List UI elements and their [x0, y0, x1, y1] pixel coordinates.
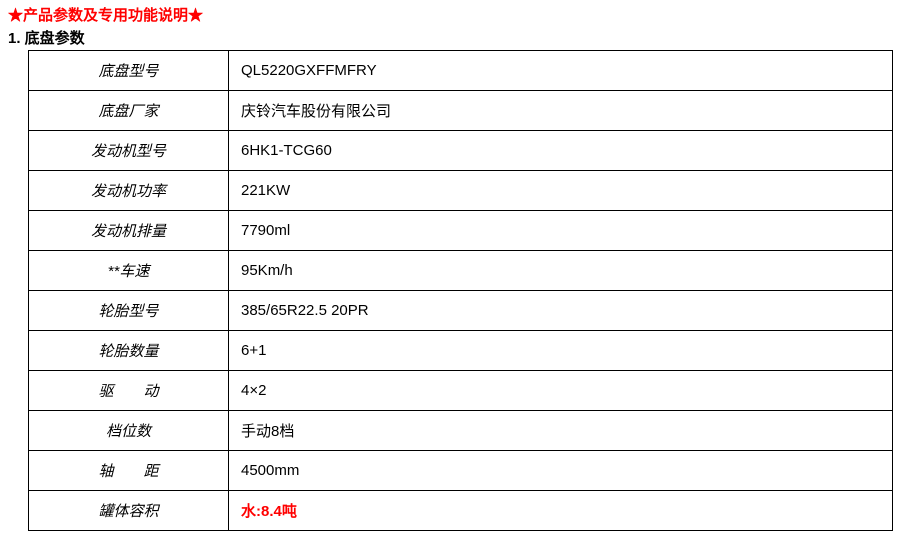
spec-label: 发动机排量: [29, 211, 229, 251]
table-row: 驱 动4×2: [29, 371, 893, 411]
spec-value: 385/65R22.5 20PR: [229, 291, 893, 331]
spec-label: 底盘型号: [29, 51, 229, 91]
spec-value: 7790ml: [229, 211, 893, 251]
table-row: **车速95Km/h: [29, 251, 893, 291]
table-row: 底盘型号QL5220GXFFMFRY: [29, 51, 893, 91]
spec-label: 档位数: [29, 411, 229, 451]
spec-value: 水:8.4吨: [229, 491, 893, 531]
spec-label: **车速: [29, 251, 229, 291]
spec-value: 6HK1-TCG60: [229, 131, 893, 171]
spec-label: 轮胎型号: [29, 291, 229, 331]
spec-label: 轮胎数量: [29, 331, 229, 371]
table-row: 档位数手动8档: [29, 411, 893, 451]
table-row: 轮胎型号385/65R22.5 20PR: [29, 291, 893, 331]
spec-value: 4500mm: [229, 451, 893, 491]
table-row: 轮胎数量6+1: [29, 331, 893, 371]
spec-label: 驱 动: [29, 371, 229, 411]
spec-value: QL5220GXFFMFRY: [229, 51, 893, 91]
spec-table: 底盘型号QL5220GXFFMFRY底盘厂家庆铃汽车股份有限公司发动机型号6HK…: [28, 50, 893, 531]
spec-label: 底盘厂家: [29, 91, 229, 131]
table-row: 罐体容积水:8.4吨: [29, 491, 893, 531]
spec-value: 手动8档: [229, 411, 893, 451]
header-title: ★产品参数及专用功能说明★: [8, 4, 896, 25]
section-title: 1. 底盘参数: [8, 27, 896, 48]
spec-value: 221KW: [229, 171, 893, 211]
spec-value: 庆铃汽车股份有限公司: [229, 91, 893, 131]
spec-label: 轴 距: [29, 451, 229, 491]
table-row: 轴 距4500mm: [29, 451, 893, 491]
spec-value: 4×2: [229, 371, 893, 411]
table-row: 发动机功率221KW: [29, 171, 893, 211]
table-row: 底盘厂家庆铃汽车股份有限公司: [29, 91, 893, 131]
table-row: 发动机排量7790ml: [29, 211, 893, 251]
spec-label: 发动机功率: [29, 171, 229, 211]
spec-value: 95Km/h: [229, 251, 893, 291]
spec-value: 6+1: [229, 331, 893, 371]
spec-table-body: 底盘型号QL5220GXFFMFRY底盘厂家庆铃汽车股份有限公司发动机型号6HK…: [29, 51, 893, 531]
spec-label: 罐体容积: [29, 491, 229, 531]
table-row: 发动机型号6HK1-TCG60: [29, 131, 893, 171]
spec-label: 发动机型号: [29, 131, 229, 171]
